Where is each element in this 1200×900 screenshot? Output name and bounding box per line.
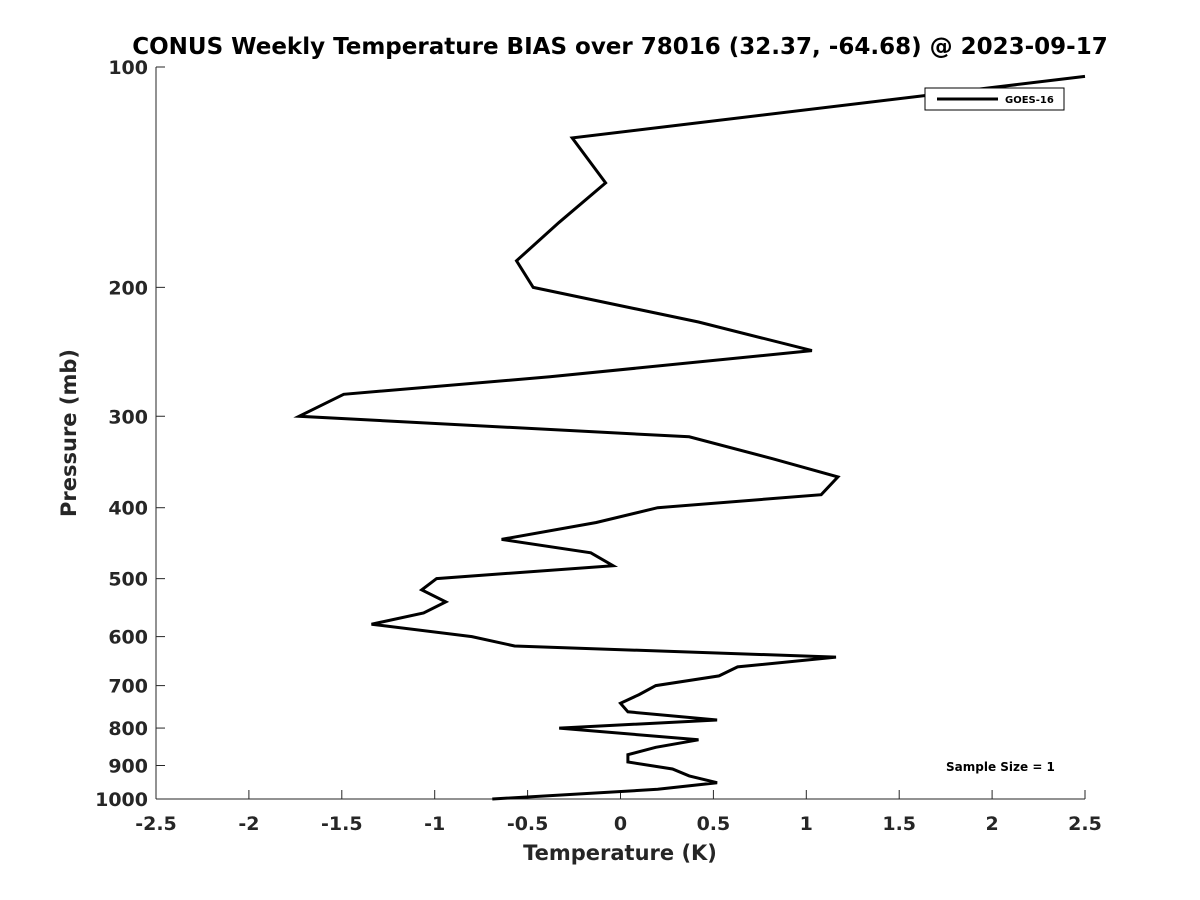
x-tick-label: -0.5 [507,813,549,835]
series-line-goes-16 [293,74,1086,801]
y-tick-label: 100 [108,57,148,79]
y-tick-label: 800 [108,718,148,740]
legend-label-goes16: GOES-16 [1005,95,1054,106]
y-tick-label: 600 [108,627,148,649]
x-tick-label: 2.5 [1068,813,1102,835]
x-ticks: -2.5 -2 -1.5 -1 -0.5 0 0.5 1 1.5 2 2.5 [135,790,1102,835]
y-tick-label: 300 [108,406,148,428]
y-ticks: 100 200 300 400 500 600 700 800 900 1000 [95,57,165,811]
x-tick-label: -1 [424,813,445,835]
x-tick-label: 0 [614,813,627,835]
x-tick-label: -1.5 [321,813,363,835]
x-tick-label: -2.5 [135,813,177,835]
x-tick-label: 0.5 [697,813,731,835]
y-tick-label: 400 [108,498,148,520]
y-tick-label: 500 [108,569,148,591]
legend: GOES-16 [924,87,1065,111]
y-tick-label: 200 [108,277,148,299]
sample-size-annotation: Sample Size = 1 [946,760,1055,774]
y-tick-label: 1000 [95,789,148,811]
x-tick-label: -2 [238,813,259,835]
y-axis-label: Pressure (mb) [57,349,81,517]
x-tick-label: 1.5 [882,813,916,835]
x-tick-label: 1 [800,813,813,835]
y-tick-label: 900 [108,756,148,778]
x-tick-label: 2 [985,813,998,835]
y-tick-label: 700 [108,676,148,698]
chart-title: CONUS Weekly Temperature BIAS over 78016… [132,34,1107,60]
x-axis-label: Temperature (K) [523,841,717,865]
series-layer [293,74,1086,801]
